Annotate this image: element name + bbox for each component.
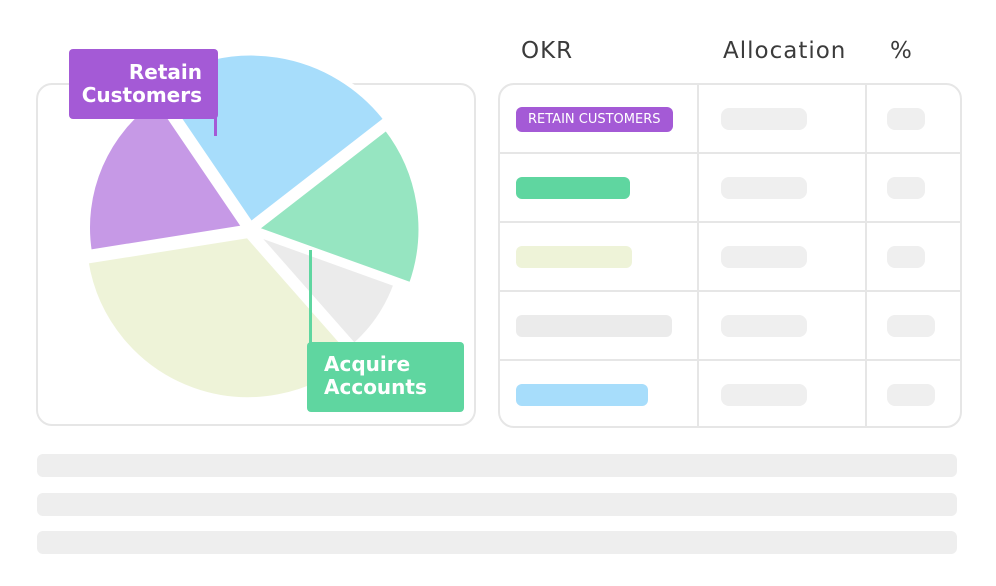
allocation-placeholder bbox=[721, 315, 807, 337]
retain-callout-line-1: Retain bbox=[128, 60, 202, 84]
okr-column-header: OKR bbox=[521, 38, 574, 64]
okr-color-bar bbox=[516, 315, 672, 337]
column-divider bbox=[697, 85, 699, 426]
table-row: RETAIN CUSTOMERS bbox=[500, 85, 960, 154]
percent-column-header: % bbox=[890, 38, 913, 64]
percent-placeholder bbox=[887, 246, 925, 268]
acquire-callout-line-2: Accounts bbox=[324, 375, 427, 399]
acquire-callout-line-1: Acquire bbox=[324, 352, 411, 376]
allocation-placeholder bbox=[721, 177, 807, 199]
percent-placeholder bbox=[887, 108, 925, 130]
table-row bbox=[500, 292, 960, 361]
allocation-placeholder bbox=[721, 246, 807, 268]
table-row bbox=[500, 361, 960, 426]
retain-callout-line-2: Customers bbox=[81, 83, 202, 107]
percent-placeholder bbox=[887, 384, 935, 406]
okr-color-bar bbox=[516, 384, 648, 406]
percent-placeholder bbox=[887, 315, 935, 337]
okr-table: RETAIN CUSTOMERS bbox=[498, 83, 962, 428]
allocation-column-header: Allocation bbox=[723, 38, 847, 64]
text-placeholder-line bbox=[37, 493, 957, 516]
column-divider bbox=[865, 85, 867, 426]
text-placeholder-line bbox=[37, 454, 957, 477]
acquire-leader-line bbox=[309, 250, 312, 345]
retain-customers-callout: Retain Customers bbox=[69, 49, 218, 119]
percent-placeholder bbox=[887, 177, 925, 199]
retain-leader-line bbox=[214, 110, 217, 136]
okr-badge: RETAIN CUSTOMERS bbox=[516, 107, 673, 132]
table-row bbox=[500, 154, 960, 223]
okr-color-bar bbox=[516, 177, 630, 199]
allocation-placeholder bbox=[721, 384, 807, 406]
table-row bbox=[500, 223, 960, 292]
allocation-placeholder bbox=[721, 108, 807, 130]
okr-color-bar bbox=[516, 246, 632, 268]
acquire-accounts-callout: Acquire Accounts bbox=[307, 342, 464, 412]
text-placeholder-line bbox=[37, 531, 957, 554]
pie-slice bbox=[253, 125, 424, 288]
